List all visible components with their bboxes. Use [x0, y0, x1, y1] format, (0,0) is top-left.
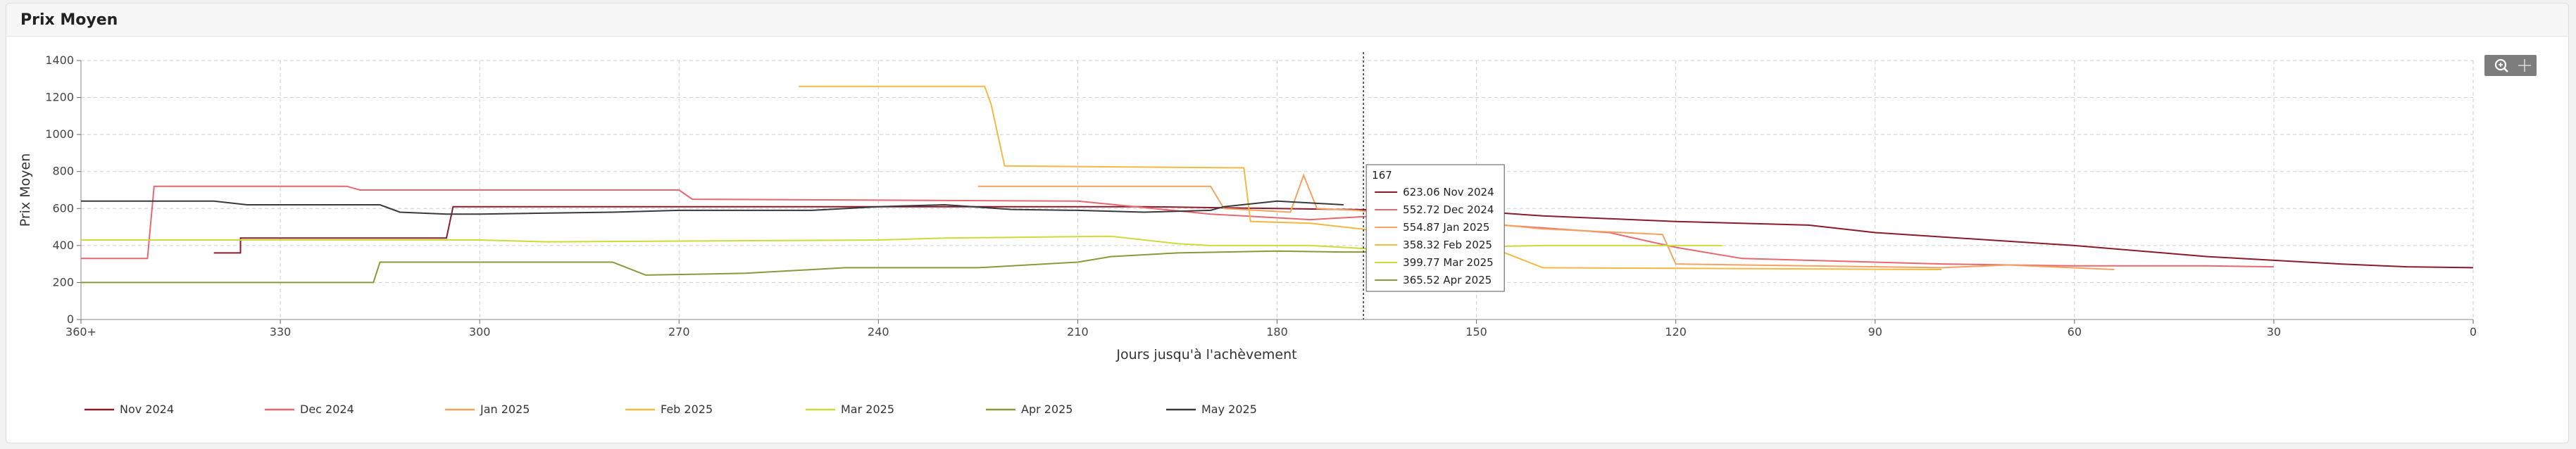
legend-item[interactable]: Dec 2024	[265, 403, 354, 416]
legend-label: Jan 2025	[480, 403, 530, 416]
legend-label: Feb 2025	[661, 403, 713, 416]
tooltip-x-value: 167	[1372, 169, 1392, 182]
x-tick-label: 270	[668, 325, 690, 339]
legend-label: Dec 2024	[300, 403, 354, 416]
y-tick-label: 600	[52, 201, 74, 215]
legend-item[interactable]: Jan 2025	[445, 403, 530, 416]
legend-label: May 2025	[1201, 403, 1257, 416]
series-line-feb-2025	[799, 85, 1942, 270]
chart-toolbar	[2484, 55, 2537, 76]
legend-item[interactable]: May 2025	[1166, 403, 1257, 416]
panel-title: Prix Moyen	[20, 11, 118, 29]
x-tick-label: 330	[270, 325, 292, 339]
legend-item[interactable]: Mar 2025	[806, 403, 894, 416]
x-tick-label: 120	[1665, 325, 1687, 339]
series-line-dec-2024	[81, 185, 2274, 268]
y-tick-label: 0	[67, 312, 74, 326]
tooltip-row: 358.32 Feb 2025	[1403, 239, 1492, 251]
series-line-apr-2025	[81, 250, 1370, 284]
y-axis-title: Prix Moyen	[18, 153, 33, 227]
x-axis-title: Jours jusqu'à l'achèvement	[1115, 347, 1296, 362]
x-tick-label: 0	[2470, 325, 2477, 339]
y-tick-label: 200	[52, 275, 74, 289]
legend-label: Mar 2025	[841, 403, 894, 416]
legend-item[interactable]: Nov 2024	[85, 403, 174, 416]
x-tick-label: 180	[1266, 325, 1288, 339]
x-tick-label: 210	[1067, 325, 1089, 339]
x-tick-label: 60	[2068, 325, 2082, 339]
chart-panel: Prix Moyen	[6, 3, 2569, 443]
series-line-nov-2024	[213, 205, 2474, 269]
y-tick-label: 1200	[45, 91, 74, 104]
tooltip-row: 552.72 Dec 2024	[1403, 203, 1494, 216]
tooltip-row: 365.52 Apr 2025	[1403, 274, 1492, 286]
x-tick-label: 90	[1868, 325, 1882, 339]
legend-item[interactable]: Feb 2025	[625, 403, 713, 416]
legend-item[interactable]: Apr 2025	[986, 403, 1073, 416]
tooltip-row: 399.77 Mar 2025	[1403, 256, 1494, 269]
zoom-in-icon[interactable]	[2494, 58, 2508, 72]
legend-label: Nov 2024	[120, 403, 174, 416]
x-tick-label: 300	[469, 325, 491, 339]
tooltip-row: 554.87 Jan 2025	[1403, 221, 1489, 234]
series-line-mar-2025	[81, 235, 1722, 251]
x-tick-label: 150	[1465, 325, 1487, 339]
y-tick-label: 1000	[45, 127, 74, 141]
x-tick-label: 240	[868, 325, 889, 339]
legend-label: Apr 2025	[1021, 403, 1073, 416]
x-tick-label: 30	[2267, 325, 2281, 339]
tooltip-row: 623.06 Nov 2024	[1403, 186, 1494, 198]
y-tick-label: 400	[52, 239, 74, 252]
y-tick-label: 1400	[45, 53, 74, 67]
panel-header: Prix Moyen	[6, 4, 2568, 37]
series-line-may-2025	[81, 200, 1344, 215]
pan-icon[interactable]	[2518, 59, 2531, 72]
legend: Nov 2024 Dec 2024 Jan 2025 Feb 2025 Mar 2025…	[85, 403, 1257, 416]
x-tick-label: 360+	[65, 325, 96, 339]
series-line-jan-2025	[977, 173, 2115, 270]
y-tick-label: 800	[52, 165, 74, 178]
tooltip: 167 623.06 Nov 2024 552.72 Dec 2024 554.87 …	[1365, 164, 1505, 292]
